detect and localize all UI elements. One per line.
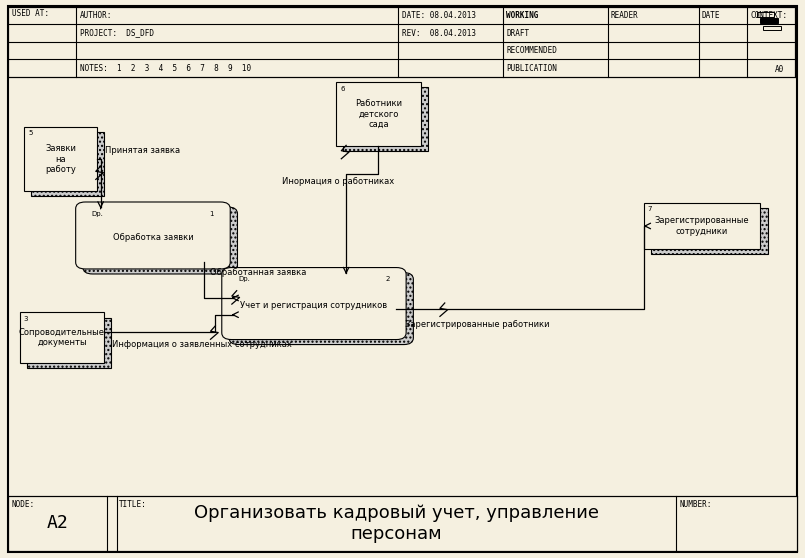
Text: 6: 6 [340,85,345,92]
Bar [31,132,104,196]
Text: NODE:: NODE: [11,500,35,509]
Text: DRAFT: DRAFT [506,28,530,37]
Text: Информация о заявленных сотрудниках: Информация о заявленных сотрудниках [113,340,292,349]
FancyBboxPatch shape [222,268,406,339]
Text: DATE: DATE [702,11,720,20]
Text: AUTHOR:: AUTHOR: [80,11,112,20]
Bar [760,18,778,23]
Text: PUBLICATION: PUBLICATION [506,64,557,73]
Text: Dp.: Dp. [92,211,104,217]
Text: TITLE:: TITLE: [119,500,147,509]
Text: Работники
детского
сада: Работники детского сада [355,99,402,129]
Text: CONTEXT:: CONTEXT: [750,11,787,20]
Text: 7: 7 [647,206,652,213]
Text: RECOMMENDED: RECOMMENDED [506,46,557,55]
Text: WORKING: WORKING [506,11,539,20]
FancyBboxPatch shape [76,202,230,269]
Text: 1: 1 [209,211,214,217]
Bar [27,318,111,368]
Text: Зарегистрированные
сотрудники: Зарегистрированные сотрудники [654,217,749,235]
Text: READER: READER [611,11,638,20]
Text: Обработанная заявка: Обработанная заявка [210,268,307,277]
Text: Учет и регистрация сотрудников: Учет и регистрация сотрудников [241,301,387,310]
Bar [650,208,768,254]
Text: Зарегистрированные работники: Зарегистрированные работники [404,320,549,329]
Text: 5: 5 [28,131,32,136]
Bar [763,26,781,30]
Bar [24,127,97,191]
Text: Dp.: Dp. [238,276,250,282]
Text: NUMBER:: NUMBER: [679,500,712,509]
Text: Инормация о работниках: Инормация о работниках [282,177,394,186]
Bar [336,82,420,146]
Text: Заявки
на
работу: Заявки на работу [45,144,76,174]
FancyBboxPatch shape [229,272,414,344]
FancyBboxPatch shape [83,207,237,274]
Text: 3: 3 [24,316,28,322]
Text: Обработка заявки: Обработка заявки [113,233,193,242]
Text: Принятая заявка: Принятая заявка [105,146,180,155]
Text: DATE: 08.04.2013: DATE: 08.04.2013 [402,11,476,20]
Text: USED AT:: USED AT: [12,9,49,18]
Bar [644,203,760,249]
Bar [19,312,105,363]
Bar [343,87,428,151]
Bar [757,12,774,17]
Bar [8,496,797,551]
Text: PROJECT:  DS_DFD: PROJECT: DS_DFD [80,28,154,37]
Text: 2: 2 [386,276,390,282]
Text: A2: A2 [47,514,69,532]
Text: A0: A0 [775,65,784,74]
Bar [8,7,795,77]
Text: NOTES:  1  2  3  4  5  6  7  8  9  10: NOTES: 1 2 3 4 5 6 7 8 9 10 [80,64,251,73]
Text: REV:  08.04.2013: REV: 08.04.2013 [402,28,476,37]
Text: Сопроводительные
документы: Сопроводительные документы [19,328,105,347]
Text: Организовать кадровый учет, управление
персонам: Организовать кадровый учет, управление п… [194,504,599,543]
